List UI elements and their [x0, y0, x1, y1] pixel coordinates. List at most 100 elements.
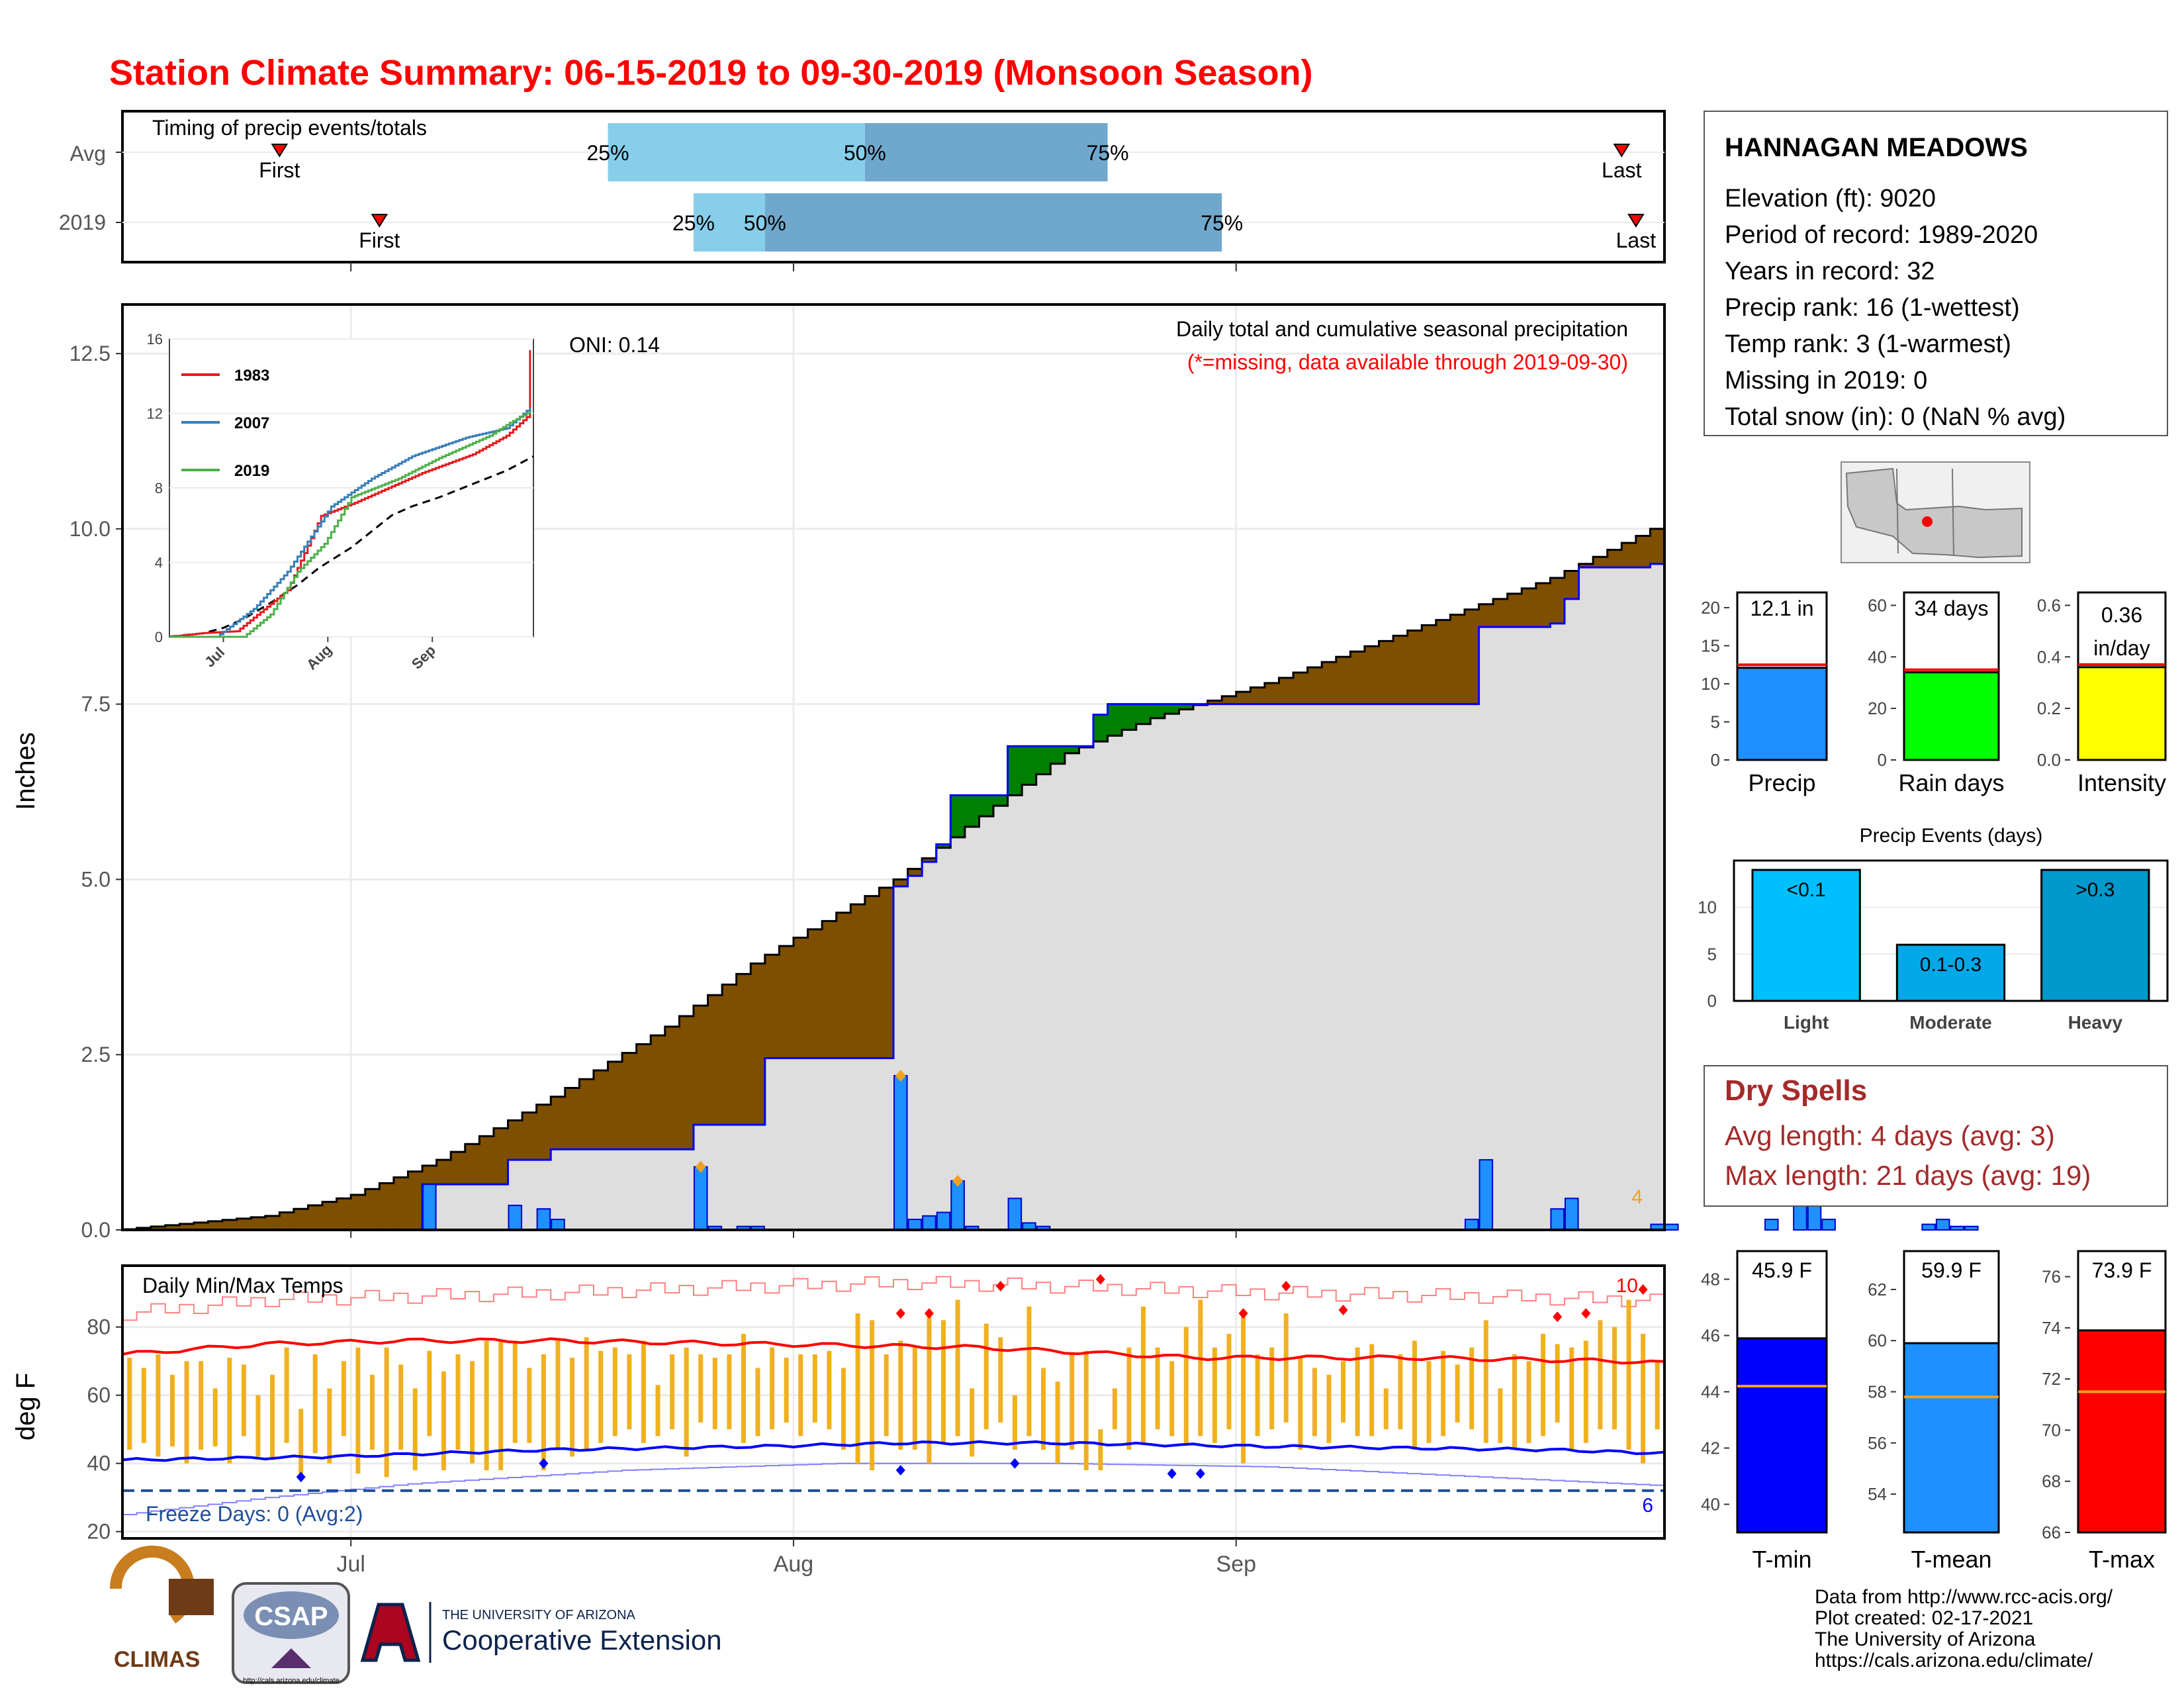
tmin-summary-y-tick-label: 46 — [1701, 1326, 1720, 1346]
precip-surplus-fill — [1179, 704, 1194, 710]
daily-temp-range-bar — [970, 1388, 975, 1457]
tmax-summary-y-tick-label: 74 — [2042, 1318, 2061, 1338]
summary-bars: 0 5 10 15 20 Precip 12.1 in 0 20 40 60 Rain days 34 … — [1701, 591, 2167, 796]
timing-bar-25-50 — [693, 193, 765, 252]
precip-deficit-fill — [793, 937, 809, 1058]
daily-temp-range-bar — [1469, 1347, 1475, 1430]
precip-surplus-fill — [950, 795, 966, 837]
timing-bar-25-50 — [608, 123, 865, 181]
precip-total-y-tick-label: 15 — [1701, 636, 1720, 656]
record-max-marker — [1338, 1304, 1348, 1315]
tmax-summary-x-label: T-max — [2089, 1546, 2155, 1573]
station-frame — [1704, 111, 2168, 436]
precip-events-bar — [1751, 868, 1861, 1002]
daily-temp-range-bar — [712, 1358, 717, 1430]
daily-temp-range-bar — [184, 1361, 189, 1464]
daily-precip-bar — [922, 1215, 936, 1231]
daily-temp-range-bar — [455, 1354, 461, 1450]
daily-precip-bar — [693, 1166, 708, 1231]
daily-temp-range-bar — [141, 1368, 146, 1443]
precip-y-tick-label: 7.5 — [81, 692, 111, 716]
precip-y-tick-label: 5.0 — [81, 867, 111, 891]
daily-temp-range-bar — [327, 1388, 332, 1464]
precip-deficit-fill — [1550, 578, 1565, 624]
daily-temp-range-bar — [341, 1361, 346, 1436]
precip-deficit-fill — [1564, 571, 1580, 599]
daily-precip-bar — [1464, 1219, 1479, 1231]
daily-temp-range-bar — [284, 1347, 289, 1443]
precip-deficit-fill — [1422, 625, 1437, 704]
precip-deficit-fill — [879, 888, 894, 1058]
credit-url: https://cals.arizona.edu/climate/ — [1815, 1650, 2093, 1671]
daily-precip-top-marker — [695, 1160, 706, 1173]
station-name: HANNAGAN MEADOWS — [1725, 133, 2028, 162]
precip-deficit-fill — [593, 1070, 609, 1150]
daily-temp-range-bar — [199, 1361, 204, 1450]
climas-logo: CLIMAS — [109, 1545, 214, 1672]
precip-events-bar-label: <0.1 — [1787, 879, 1826, 901]
precip-deficit-fill — [236, 1218, 251, 1230]
record-max-marker — [1553, 1311, 1563, 1323]
daily-temp-range-bar — [1283, 1313, 1289, 1423]
precip-surplus-fill — [1164, 704, 1179, 714]
daily-precip-top-marker — [895, 1070, 906, 1082]
tmean-summary-value-label: 59.9 F — [1921, 1258, 1981, 1282]
precip-deficit-fill — [1479, 604, 1494, 628]
tmax-summary-y-tick-label: 72 — [2042, 1369, 2061, 1389]
timing-last-label: Last — [1616, 228, 1657, 252]
daily-temp-range-bar — [1212, 1347, 1217, 1443]
precip-plot-frame — [121, 303, 1666, 1231]
tmean-summary-y-tick-label: 56 — [1868, 1433, 1887, 1453]
precip-surplus-fill — [1036, 746, 1051, 774]
precip-events-frame — [1733, 859, 2169, 1002]
daily-temp-range-bar — [1155, 1347, 1160, 1430]
precip-events-bar-label: >0.3 — [2075, 879, 2115, 901]
precip-deficit-fill — [622, 1053, 637, 1150]
daily-precip-bar — [1935, 1219, 1950, 1231]
daily-temp-range-bar — [370, 1374, 375, 1450]
precip-deficit-fill — [165, 1225, 180, 1230]
intensity-y-tick-label: 0.0 — [2037, 750, 2061, 770]
intensity-y-tick-label: 0.2 — [2037, 698, 2061, 718]
timing-row-2019-label: 2019 — [59, 211, 106, 234]
daily-temp-range-bar — [412, 1388, 418, 1470]
station-info-box: HANNAGAN MEADOWS Elevation (ft): 9020 Pe… — [1704, 111, 2168, 436]
daily-temp-range-bar — [527, 1368, 532, 1443]
daily-precip-bar — [1550, 1208, 1565, 1231]
intensity-value-bar — [2077, 666, 2167, 761]
precip-deficit-fill — [436, 1160, 451, 1185]
daily-temp-range-bar — [1183, 1327, 1189, 1443]
precip-deficit-fill — [336, 1198, 351, 1230]
record-max-marker — [924, 1308, 934, 1319]
daily-temp-range-bar — [512, 1340, 518, 1443]
csap-logo-text: CSAP — [254, 1602, 328, 1631]
temp-x-tick-label: Jul — [336, 1552, 365, 1577]
daily-temp-range-bar — [427, 1350, 432, 1436]
timing-p25-label: 25% — [672, 211, 715, 235]
precip-deficit-fill — [1293, 673, 1308, 704]
precip-deficit-fill — [493, 1128, 508, 1185]
daily-temp-range-bar — [127, 1358, 132, 1450]
precip-surplus-fill — [1150, 704, 1165, 718]
station-precip-rank: Precip rank: 16 (1-wettest) — [1725, 294, 2020, 322]
daily-temp-range-bar — [555, 1340, 561, 1450]
precip-chart-subtitle: (*=missing, data available through 2019-… — [1187, 350, 1628, 374]
inset-legend-label-2007: 2007 — [234, 414, 269, 432]
daily-temp-range-bar — [1012, 1395, 1017, 1450]
precip-deficit-fill — [679, 1015, 694, 1150]
precip-total-value-bar — [1736, 667, 1828, 761]
daily-precip-bar — [936, 1211, 951, 1231]
tmean-summary-y-tick-label: 58 — [1868, 1382, 1887, 1402]
daily-temp-range-bar — [1441, 1350, 1446, 1436]
daily-temp-range-bar — [1483, 1320, 1488, 1443]
timing-bar-50-75 — [864, 123, 1108, 181]
precip-deficit-fill — [1222, 696, 1237, 704]
timing-p25-label: 25% — [586, 141, 629, 165]
precip-surplus-fill — [1007, 746, 1023, 796]
precip-surplus-fill — [1050, 746, 1066, 764]
precip-events-category-label: Moderate — [1909, 1012, 1991, 1033]
daily-temp-range-bar — [841, 1368, 846, 1450]
daily-temp-range-bar — [1355, 1347, 1360, 1436]
precip-deficit-fill — [822, 921, 837, 1058]
tmin-summary-value-label: 45.9 F — [1752, 1258, 1812, 1282]
